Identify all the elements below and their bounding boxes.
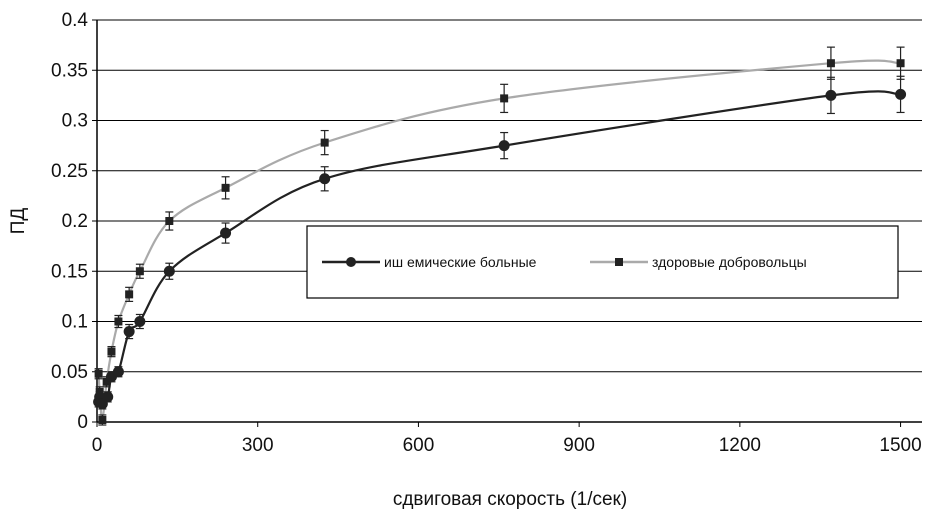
legend-marker-healthy	[615, 258, 623, 266]
x-tick-label: 900	[563, 435, 595, 456]
x-tick-label: 600	[403, 435, 435, 456]
data-point	[94, 369, 103, 378]
data-point	[107, 347, 116, 356]
legend-label-ischemic: иш емические больные	[384, 254, 537, 270]
data-point	[163, 265, 175, 277]
data-point	[320, 138, 329, 147]
y-tick-label: 0	[77, 412, 88, 433]
data-point	[98, 415, 107, 424]
data-point	[165, 217, 174, 225]
grid-lines	[97, 19, 922, 373]
data-point	[114, 317, 123, 326]
data-point	[319, 173, 331, 185]
y-tick-label: 0.35	[51, 60, 88, 81]
y-tick-label: 0.2	[62, 211, 88, 232]
data-point	[826, 59, 835, 68]
x-tick-label: 300	[242, 435, 274, 456]
data-point	[896, 59, 905, 68]
x-tick-label: 0	[92, 435, 103, 456]
x-tick-label: 1500	[879, 435, 921, 456]
y-axis-title: ПД	[8, 208, 29, 235]
data-point	[102, 377, 111, 386]
series-layer	[93, 46, 907, 426]
legend-label-healthy: здоровые добровольцы	[652, 254, 807, 270]
data-point	[112, 366, 124, 378]
data-point	[135, 267, 144, 276]
data-point	[134, 316, 146, 327]
data-point	[221, 183, 230, 192]
data-point	[125, 290, 134, 299]
data-point	[895, 88, 907, 100]
y-tick-label: 0.05	[51, 362, 88, 383]
series-ischemic	[93, 75, 907, 410]
data-point	[123, 326, 135, 338]
data-point	[500, 94, 509, 103]
y-tick-label: 0.15	[51, 261, 88, 282]
data-point	[220, 227, 232, 239]
x-tick-label: 1200	[719, 435, 761, 456]
legend: иш емические больные здоровые добровольц…	[306, 225, 899, 299]
y-tick-label: 0.25	[51, 161, 88, 182]
x-axis-title: сдвиговая скорость (1/сек)	[393, 489, 627, 510]
y-tick-label: 0.1	[62, 312, 88, 333]
data-point	[498, 140, 510, 152]
y-tick-label: 0.3	[62, 111, 88, 132]
ticks: 0 0.05 0.1 0.15 0.2 0.25 0.3 0.35 0.4 0 300 600 900 1…	[51, 10, 922, 456]
legend-marker-ischemic	[346, 257, 356, 267]
data-point	[102, 391, 114, 403]
y-tick-label: 0.4	[62, 10, 89, 31]
data-point	[825, 89, 837, 101]
